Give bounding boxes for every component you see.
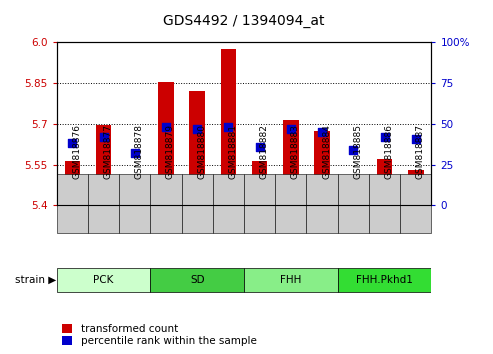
FancyBboxPatch shape: [150, 268, 244, 292]
Text: GSM818877: GSM818877: [104, 124, 112, 179]
Bar: [127, 193, 142, 205]
Point: [193, 126, 201, 132]
FancyBboxPatch shape: [57, 174, 88, 233]
Point: [412, 136, 420, 141]
Bar: [96, 125, 111, 205]
Bar: [252, 160, 267, 205]
FancyBboxPatch shape: [150, 174, 181, 233]
Point: [287, 126, 295, 132]
Text: PCK: PCK: [93, 275, 114, 285]
Text: GSM818881: GSM818881: [228, 124, 238, 179]
Point: [100, 134, 107, 140]
Text: GSM818879: GSM818879: [166, 124, 175, 179]
FancyBboxPatch shape: [244, 268, 338, 292]
Point: [224, 124, 232, 130]
Text: strain ▶: strain ▶: [15, 275, 56, 285]
FancyBboxPatch shape: [400, 174, 431, 233]
Point: [381, 134, 388, 140]
Bar: [377, 159, 392, 205]
FancyBboxPatch shape: [57, 268, 150, 292]
Text: GSM818884: GSM818884: [322, 124, 331, 179]
FancyBboxPatch shape: [307, 174, 338, 233]
Bar: [189, 91, 205, 205]
Point: [318, 129, 326, 135]
Text: GSM818878: GSM818878: [135, 124, 144, 179]
Text: GSM818876: GSM818876: [72, 124, 81, 179]
FancyBboxPatch shape: [338, 268, 431, 292]
Text: GDS4492 / 1394094_at: GDS4492 / 1394094_at: [163, 14, 325, 28]
FancyBboxPatch shape: [244, 174, 275, 233]
FancyBboxPatch shape: [369, 174, 400, 233]
Bar: [315, 131, 330, 205]
Text: GSM818883: GSM818883: [291, 124, 300, 179]
Bar: [408, 170, 423, 205]
Point: [350, 147, 357, 153]
Text: FHH: FHH: [280, 275, 302, 285]
Text: FHH.Pkhd1: FHH.Pkhd1: [356, 275, 413, 285]
Bar: [158, 82, 174, 205]
Text: SD: SD: [190, 275, 205, 285]
Bar: [283, 120, 299, 205]
Point: [162, 124, 170, 130]
Bar: [221, 49, 236, 205]
FancyBboxPatch shape: [88, 174, 119, 233]
Point: [256, 144, 264, 149]
Text: GSM818885: GSM818885: [353, 124, 362, 179]
Bar: [346, 202, 361, 205]
Text: GSM818887: GSM818887: [416, 124, 425, 179]
FancyBboxPatch shape: [213, 174, 244, 233]
FancyBboxPatch shape: [338, 174, 369, 233]
Text: GSM818886: GSM818886: [385, 124, 393, 179]
FancyBboxPatch shape: [275, 174, 307, 233]
Text: GSM818882: GSM818882: [260, 124, 269, 179]
FancyBboxPatch shape: [119, 174, 150, 233]
Legend: transformed count, percentile rank within the sample: transformed count, percentile rank withi…: [62, 324, 256, 346]
Bar: [65, 160, 80, 205]
FancyBboxPatch shape: [181, 174, 213, 233]
Text: GSM818880: GSM818880: [197, 124, 206, 179]
Point: [69, 141, 76, 146]
Point: [131, 150, 139, 156]
